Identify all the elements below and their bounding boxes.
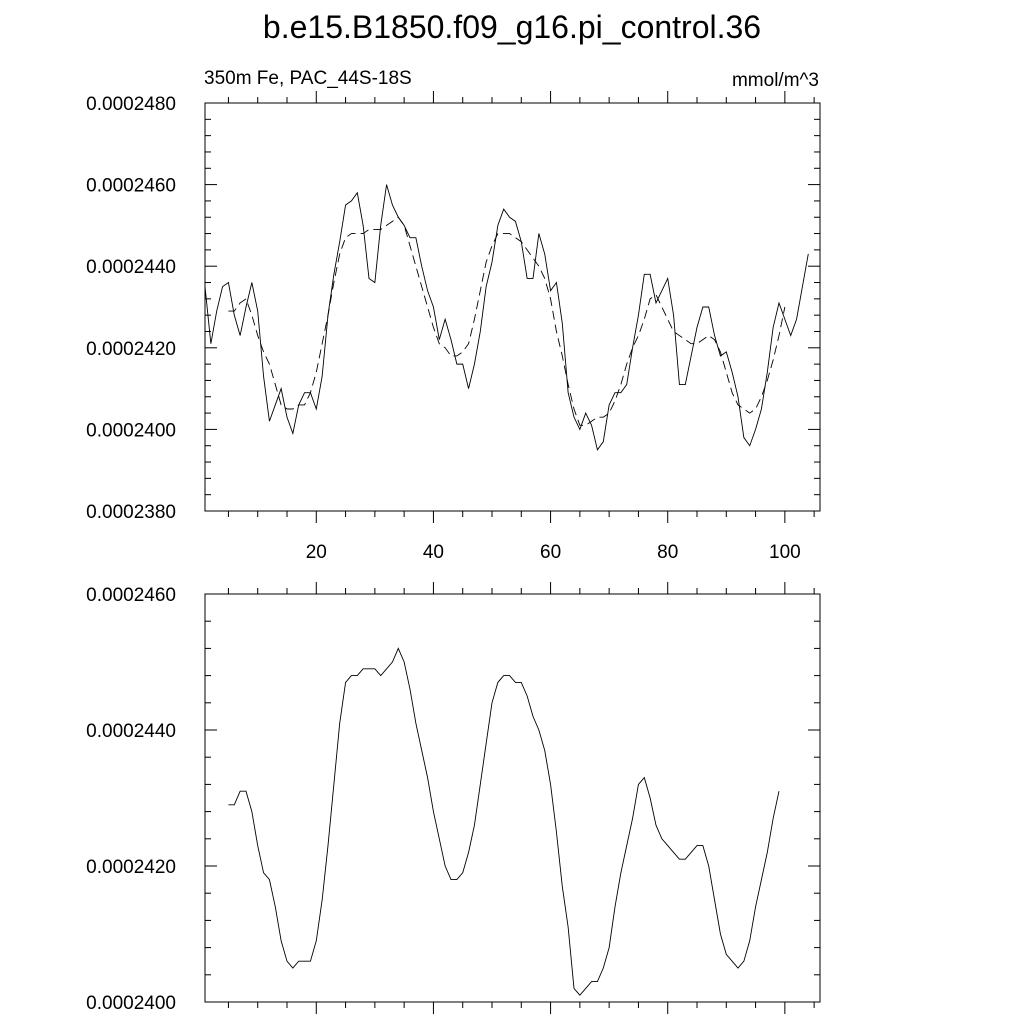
series-line <box>204 184 809 451</box>
y-tick-label: 0.0002380 <box>86 502 176 523</box>
y-tick-label: 0.0002480 <box>86 94 176 115</box>
series-line-dashed <box>228 216 786 426</box>
y-tick-label: 0.0002460 <box>86 585 176 606</box>
top-left-label: 350m Fe, PAC_44S-18S <box>204 68 412 89</box>
top-panel: 0.0002380 0.0002400 0.0002420 0.0002440 0.00… <box>86 91 821 563</box>
x-tick-label: 60 <box>540 542 561 563</box>
figure-title: b.e15.B1850.f09_g16.pi_control.36 <box>263 9 761 45</box>
plot-frame <box>204 593 821 1003</box>
y-tick-label: 0.0002440 <box>86 257 176 278</box>
y-tick-label: 0.0002420 <box>86 857 176 878</box>
x-tick-label: 20 <box>306 542 327 563</box>
y-tick-label: 0.0002400 <box>86 420 176 441</box>
series-line <box>228 647 780 996</box>
y-tick-label: 0.0002460 <box>86 176 176 197</box>
x-tick-label: 100 <box>769 542 801 563</box>
bottom-panel: 0.0002400 0.0002420 0.0002440 0.0002460 <box>86 582 821 1014</box>
top-right-label: mmol/m^3 <box>732 70 819 91</box>
plot-frame <box>204 102 821 512</box>
y-tick-label: 0.0002400 <box>86 993 176 1014</box>
y-tick-label: 0.0002420 <box>86 339 176 360</box>
y-tick-label: 0.0002440 <box>86 721 176 742</box>
x-tick-label: 80 <box>657 542 678 563</box>
x-tick-label: 40 <box>423 542 444 563</box>
